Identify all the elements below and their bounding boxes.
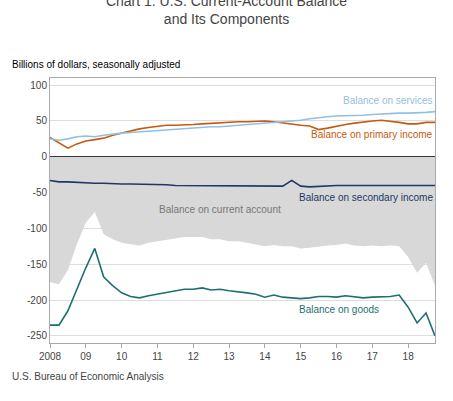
svg-text:Chart 1. U.S. Current-Account: Chart 1. U.S. Current-Account Balanceand… xyxy=(106,0,347,27)
svg-text:18: 18 xyxy=(403,351,415,362)
svg-text:-200: -200 xyxy=(27,295,47,306)
svg-text:17: 17 xyxy=(367,351,379,362)
svg-text:-150: -150 xyxy=(27,259,47,270)
svg-text:Balance on current account: Balance on current account xyxy=(159,204,281,215)
svg-text:Balance on secondary income: Balance on secondary income xyxy=(299,192,433,203)
svg-text:12: 12 xyxy=(188,351,200,362)
svg-text:Balance on services: Balance on services xyxy=(343,95,433,106)
svg-text:U.S. Bureau of Economic Analys: U.S. Bureau of Economic Analysis xyxy=(12,371,164,382)
svg-text:Balance on goods: Balance on goods xyxy=(299,304,379,315)
svg-text:Billions of dollars, seasonall: Billions of dollars, seasonally adjusted xyxy=(12,59,180,70)
svg-text:10: 10 xyxy=(116,351,128,362)
svg-text:13: 13 xyxy=(224,351,236,362)
svg-text:-50: -50 xyxy=(33,187,48,198)
svg-text:Balance on primary income: Balance on primary income xyxy=(311,129,433,140)
svg-text:16: 16 xyxy=(331,351,343,362)
svg-text:0: 0 xyxy=(41,151,47,162)
svg-text:14: 14 xyxy=(259,351,271,362)
svg-text:15: 15 xyxy=(295,351,307,362)
svg-text:11: 11 xyxy=(152,351,163,362)
svg-text:50: 50 xyxy=(36,115,48,126)
svg-text:-100: -100 xyxy=(27,223,47,234)
svg-text:100: 100 xyxy=(30,80,47,91)
svg-text:2008: 2008 xyxy=(39,351,62,362)
svg-text:09: 09 xyxy=(80,351,92,362)
svg-text:-250: -250 xyxy=(27,330,47,341)
